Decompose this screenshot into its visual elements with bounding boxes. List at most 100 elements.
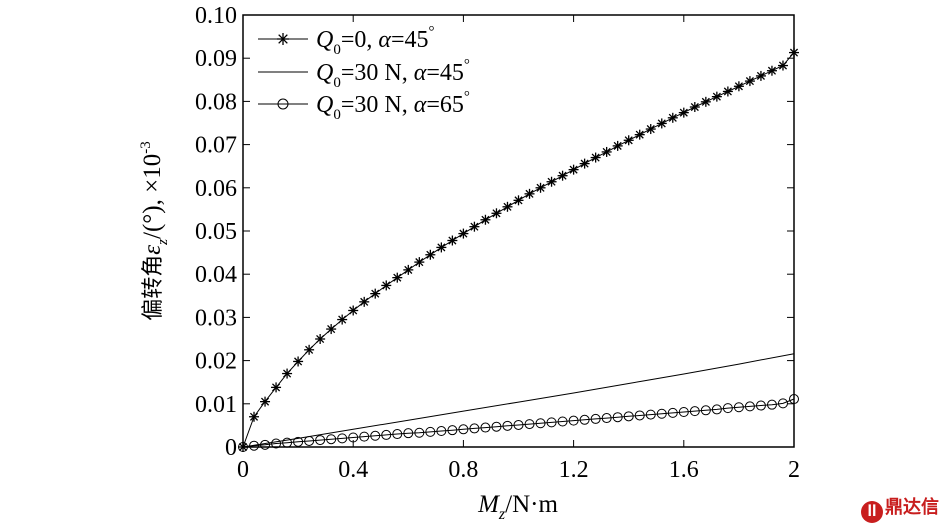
data-point-circle: [623, 411, 634, 422]
data-point-circle: [436, 426, 447, 437]
legend-value: =45: [426, 60, 464, 86]
x-label-unit: /N·m: [505, 491, 558, 518]
data-point-circle: [711, 404, 722, 415]
y-axis-label: 偏转角εz/(°), ×10-3: [138, 141, 171, 320]
data-point-circle: [260, 439, 271, 450]
data-point-circle: [667, 407, 678, 418]
y-tick-label: 0.09: [195, 46, 237, 72]
y-tick-label: 0.10: [195, 3, 237, 29]
y-tick-label: 0.03: [195, 305, 237, 331]
data-point-circle: [546, 417, 557, 428]
data-point-star: [392, 272, 403, 283]
data-point-circle: [315, 435, 326, 446]
data-point-star: [579, 158, 590, 169]
data-point-circle: [359, 431, 370, 442]
data-point-star: [568, 164, 579, 175]
legend: Q0=0, α=45° Q0=30 N, α=45° Q0=30 N, α=65…: [258, 24, 470, 123]
data-point-star: [733, 81, 744, 92]
y-tick-label: 0.02: [195, 349, 237, 375]
data-point-circle: [370, 430, 381, 441]
y-tick-label: 0.01: [195, 392, 237, 418]
y-tick-label: 0.08: [195, 89, 237, 115]
data-point-circle: [568, 415, 579, 426]
data-point-circle: [535, 418, 546, 429]
data-point-star: [689, 102, 700, 113]
series-line-3: [242, 398, 795, 448]
data-point-star: [678, 107, 689, 118]
data-point-star: [755, 70, 766, 81]
legend-marker-star: [277, 33, 289, 45]
data-point-star: [480, 214, 491, 225]
legend-q: Q: [316, 92, 333, 118]
data-point-star: [370, 288, 381, 299]
legend-value: =45: [391, 27, 429, 53]
data-point-circle: [689, 406, 700, 417]
data-point-circle: [777, 398, 788, 409]
data-point-star: [271, 382, 282, 393]
data-point-circle: [789, 394, 799, 405]
data-point-star: [293, 356, 304, 367]
legend-alpha: α: [414, 92, 427, 118]
svg-text:Q0=0, α=45°: Q0=0, α=45°: [316, 24, 435, 58]
legend-alpha: α: [378, 27, 391, 53]
data-point-circle: [744, 401, 755, 412]
data-point-circle: [601, 413, 612, 424]
data-point-circle: [491, 421, 502, 432]
data-point-circle: [612, 412, 623, 423]
legend-q-sub: 0: [333, 42, 341, 58]
data-point-circle: [249, 440, 260, 451]
y-tick-label: 0: [225, 435, 237, 461]
data-point-star: [634, 129, 645, 140]
data-point-star: [348, 305, 359, 316]
legend-q: Q: [316, 27, 333, 53]
data-point-circle: [381, 429, 392, 440]
data-point-circle: [238, 442, 248, 452]
data-point-star: [722, 86, 733, 97]
data-point-circle: [425, 426, 436, 437]
legend-q: Q: [316, 60, 333, 86]
data-point-circle: [766, 399, 777, 410]
y-label-sub: z: [155, 239, 171, 246]
data-point-circle: [656, 408, 667, 419]
y-label-symbol: ε: [139, 245, 166, 255]
x-tick-label: 1.2: [559, 457, 589, 483]
data-point-star: [612, 140, 623, 151]
data-point-star: [315, 334, 326, 344]
watermark-text: 鼎达信: [885, 497, 939, 518]
data-point-star: [700, 96, 711, 107]
data-point-star: [260, 396, 271, 407]
data-point-circle: [469, 423, 480, 434]
data-point-circle: [480, 422, 491, 433]
legend-item-2: Q0=30 N, α=45°: [258, 57, 470, 91]
data-point-circle: [700, 405, 711, 416]
data-point-star: [469, 221, 480, 232]
legend-star-marker: [277, 33, 289, 45]
data-point-circle: [524, 419, 535, 430]
y-tick-label: 0.05: [195, 219, 237, 245]
data-point-star: [744, 76, 755, 87]
data-point-circle: [733, 402, 744, 413]
data-point-star: [337, 314, 348, 325]
data-point-star: [789, 47, 799, 58]
data-point-star: [491, 208, 502, 219]
data-point-star: [535, 182, 546, 193]
legend-item-1: Q0=0, α=45°: [258, 24, 435, 58]
legend-item-3: Q0=30 N, α=65°: [258, 89, 470, 123]
y-tick-label: 0.07: [195, 133, 237, 159]
legend-alpha: α: [414, 60, 427, 86]
data-point-star: [326, 324, 337, 335]
x-tick-label: 2: [788, 457, 800, 483]
data-point-circle: [458, 424, 469, 435]
data-point-star: [645, 124, 656, 135]
data-point-circle: [337, 433, 348, 444]
legend-value: =65: [426, 92, 464, 118]
data-point-star: [414, 257, 425, 268]
legend-rest: =30 N,: [341, 60, 414, 86]
data-point-star: [359, 296, 370, 307]
legend-q-sub: 0: [333, 107, 341, 123]
y-label-prefix: 偏转角: [141, 255, 166, 321]
legend-q-sub: 0: [333, 75, 341, 91]
y-label-exp: -3: [138, 141, 154, 154]
svg-text:Q0=30 N, α=65°: Q0=30 N, α=65°: [316, 89, 470, 123]
data-point-star: [667, 112, 678, 123]
